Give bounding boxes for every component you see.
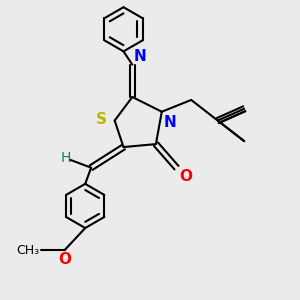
Text: CH₃: CH₃	[16, 244, 40, 256]
Text: O: O	[58, 252, 71, 267]
Text: H: H	[61, 151, 71, 165]
Text: S: S	[96, 112, 107, 127]
Text: O: O	[179, 169, 192, 184]
Text: N: N	[134, 49, 147, 64]
Text: N: N	[163, 115, 176, 130]
